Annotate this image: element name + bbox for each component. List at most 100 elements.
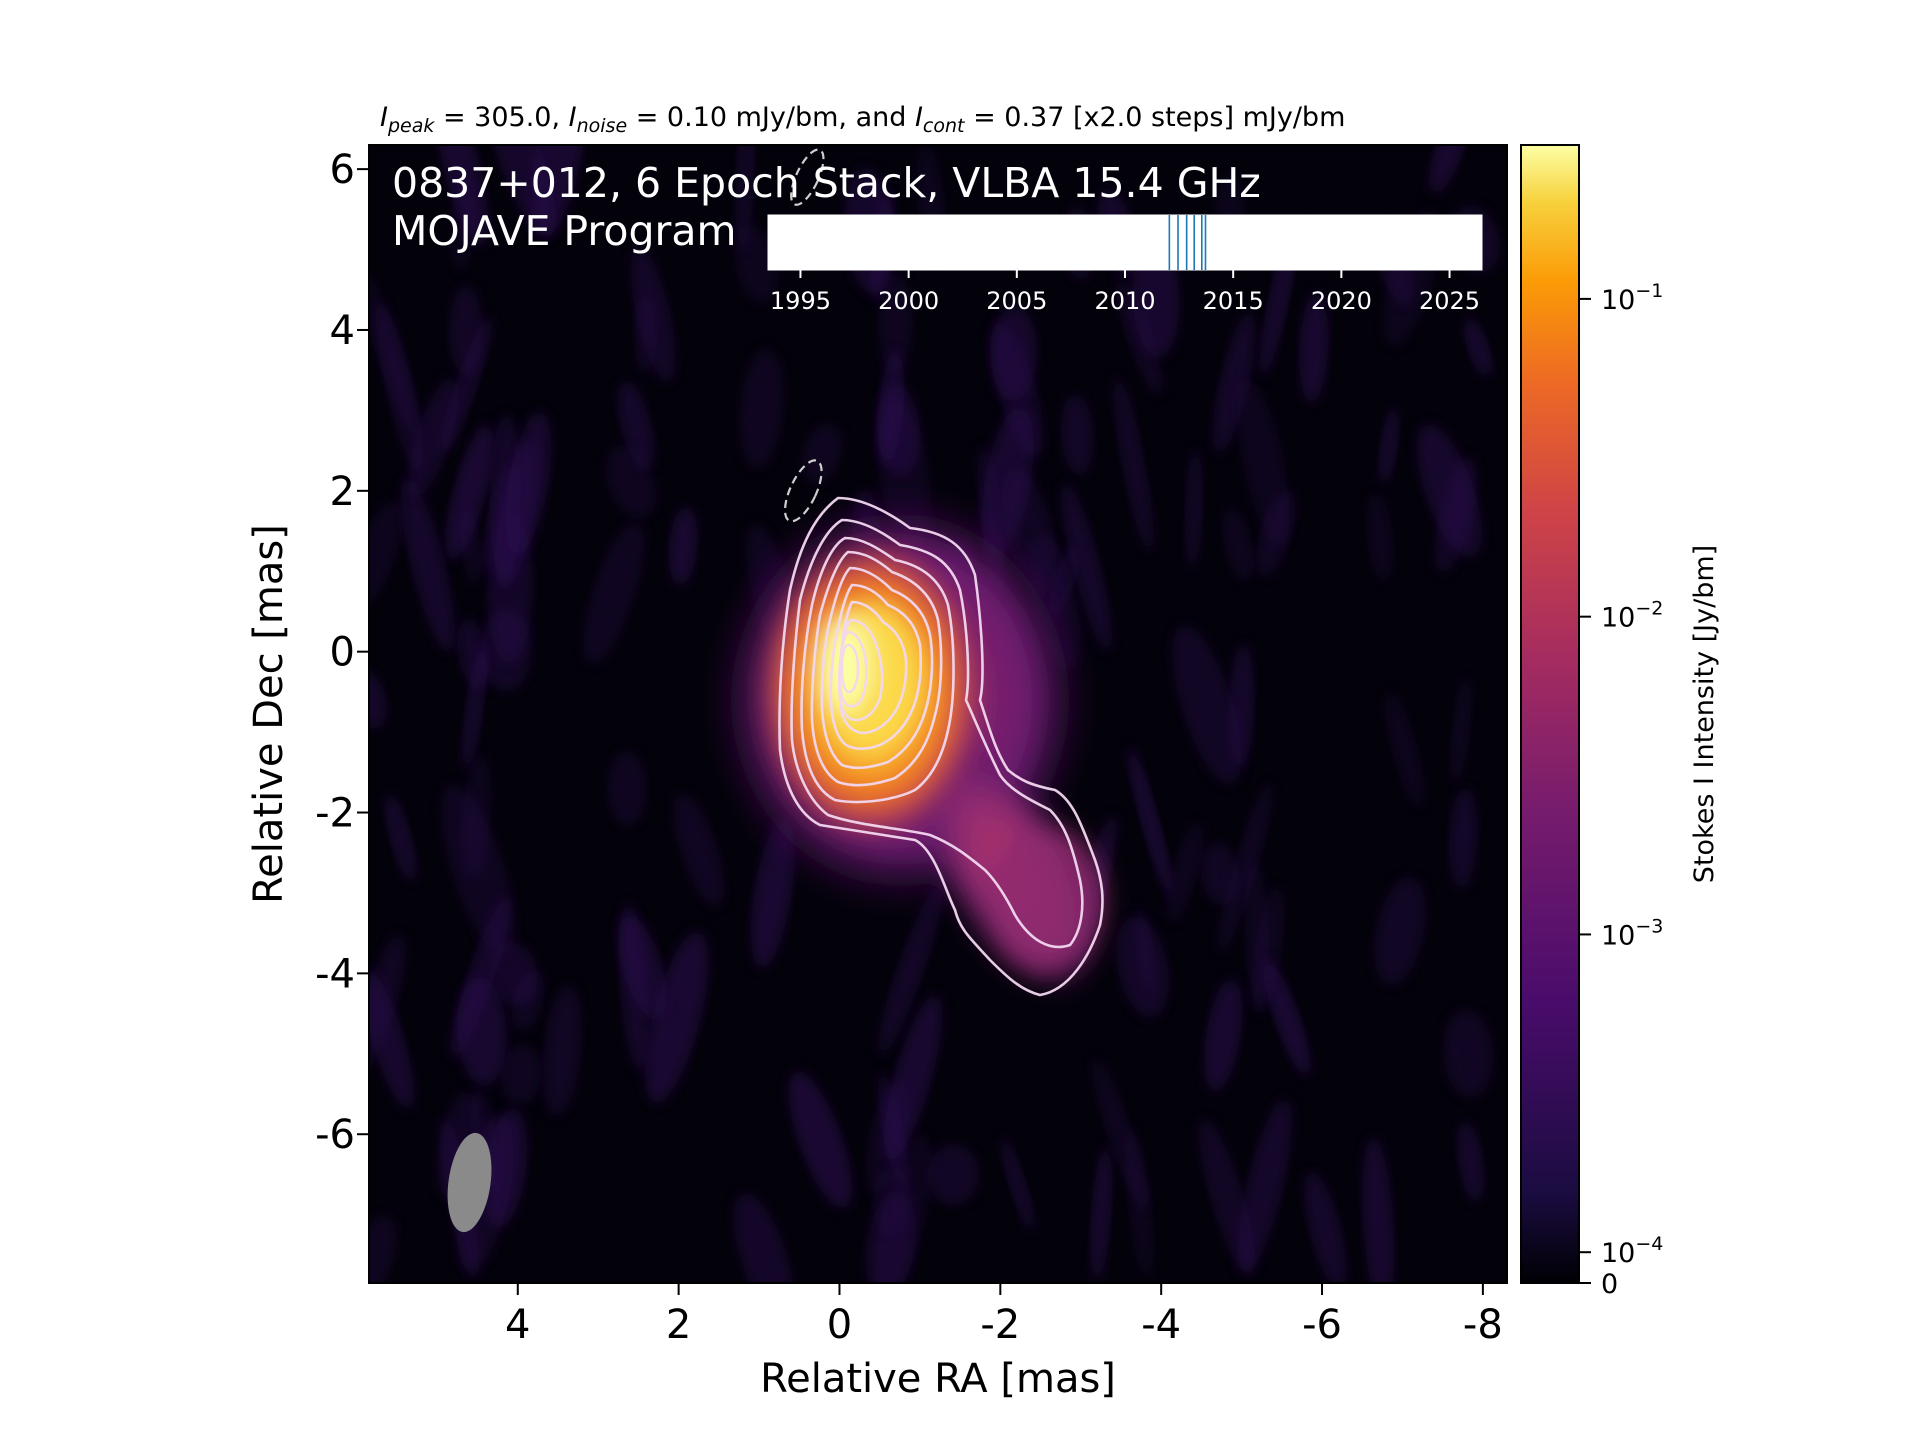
noise-blob: [1061, 482, 1112, 652]
figure-title: Ipeak = 305.0, Inoise = 0.10 mJy/bm, and…: [380, 102, 1345, 137]
noise-blob: [369, 970, 414, 1109]
x-tick-label: 2: [666, 1302, 691, 1348]
noise-blob: [1222, 507, 1254, 581]
colorbar-tick-label: 10−1: [1601, 280, 1663, 316]
noise-blob: [1185, 449, 1203, 569]
source-annotation-line-1: 0837+012, 6 Epoch Stack, VLBA 15.4 GHz: [392, 159, 1261, 207]
noise-blob: [1090, 1146, 1112, 1282]
y-axis-ticks: 6 4 2 0 -2 -4 -6: [315, 147, 369, 1158]
noise-blob: [669, 506, 698, 586]
colorbar-ticks: 10−1 10−2 10−3 10−40: [1579, 280, 1663, 1300]
negative-contour-2: [790, 148, 825, 206]
x-axis-ticks: 4 2 0 -2 -4 -6 -8: [505, 1283, 1503, 1348]
y-tick-label: -2: [315, 791, 355, 837]
timeline-tick-label: 2020: [1311, 287, 1372, 315]
noise-blob: [1443, 1010, 1494, 1098]
noise-blob: [1166, 822, 1204, 923]
y-tick-label: 4: [330, 308, 355, 354]
noise-blob: [607, 751, 647, 826]
x-tick-label: -4: [1141, 1302, 1181, 1348]
contour-level-9: [838, 630, 868, 708]
noise-blob: [1378, 407, 1399, 485]
noise-blob: [1238, 1098, 1292, 1274]
colorbar-tick-label: 0: [1601, 1269, 1618, 1300]
noise-blob: [739, 349, 784, 468]
noise-blob: [512, 970, 544, 1031]
timeline-tick-label: 2005: [986, 287, 1047, 315]
timeline-tick-label: 1995: [770, 287, 831, 315]
x-tick-label: -8: [1463, 1302, 1503, 1348]
noise-blob: [460, 507, 482, 585]
source-annotation-line-2: MOJAVE Program: [392, 207, 736, 255]
noise-blob: [990, 305, 1037, 401]
x-tick-label: -6: [1302, 1302, 1342, 1348]
noise-blob: [375, 301, 423, 473]
y-tick-label: 0: [330, 630, 355, 676]
noise-blob: [645, 931, 709, 1104]
noise-blob: [1116, 278, 1163, 396]
negative-contours: [783, 148, 825, 523]
noise-blob: [927, 1144, 979, 1206]
noise-blob: [1263, 961, 1311, 1076]
y-tick-label: 2: [330, 469, 355, 515]
epoch-markers: [1168, 215, 1207, 270]
noise-blob: [1374, 877, 1426, 986]
y-tick-label: -4: [315, 951, 355, 997]
image-panel: 4 2 0 -2 -4 -6 -8 6 4 2 0 -2 -4 -6: [315, 144, 1508, 1348]
noise-blob: [802, 423, 842, 483]
noise-blob: [1362, 1137, 1395, 1283]
noise-blob: [878, 274, 913, 372]
noise-blob: [1198, 1118, 1255, 1276]
noise-blob: [1113, 377, 1154, 553]
noise-blob: [462, 644, 487, 772]
contours: [778, 496, 1104, 997]
timeline-tick-label: 2015: [1203, 287, 1264, 315]
noise-blob: [1001, 1138, 1035, 1232]
noise-blob: [451, 174, 476, 271]
noise-blob: [1464, 317, 1493, 377]
contour-level-1: [778, 496, 1104, 997]
contour-level-2: [790, 518, 1084, 949]
noise-blob: [733, 1193, 794, 1283]
timeline-tick-label: 2010: [1094, 287, 1155, 315]
noise-blob: [1218, 783, 1273, 953]
plot-frame: [368, 144, 1508, 1284]
colorbar-tick-label: 10−2: [1601, 598, 1663, 634]
noise-blob: [617, 381, 655, 470]
contour-level-4: [810, 550, 943, 787]
noise-blob: [583, 522, 645, 664]
noise-blob: [401, 477, 455, 652]
epoch-timeline-inset: 1995 2000 2005 2010 2015 2020 2025: [767, 214, 1483, 315]
noise-blob: [878, 885, 943, 1055]
timeline-box: [767, 214, 1483, 271]
noise-blob: [1116, 916, 1169, 1018]
noise-blob: [1385, 692, 1424, 807]
noise-blob: [872, 1166, 913, 1236]
contour-level-6: [829, 583, 923, 751]
noise-blob: [1125, 1127, 1154, 1278]
x-tick-label: 0: [827, 1302, 852, 1348]
noise-blob: [1128, 747, 1173, 897]
noise-blob: [1213, 312, 1256, 454]
noise-blob: [788, 1071, 852, 1209]
noise-blob: [1299, 293, 1329, 403]
noise-blob: [1204, 979, 1243, 1092]
timeline-tick-label: 2000: [878, 287, 939, 315]
noise-blob: [1237, 379, 1290, 547]
noise-blob: [618, 915, 667, 1020]
noise-blob: [486, 145, 556, 238]
noise-blob: [1450, 677, 1472, 784]
noise-blob: [673, 793, 724, 907]
noise-blob: [878, 351, 905, 463]
noise-blob: [500, 1044, 542, 1105]
noise-blob: [1304, 1172, 1347, 1283]
noise-blob: [1244, 860, 1269, 1008]
colorbar-tick-label: 10−4: [1601, 1233, 1663, 1269]
contour-level-10: [840, 643, 860, 694]
noise-blob: [1061, 394, 1094, 475]
colorbar-tick-label: 10−3: [1601, 915, 1663, 951]
noise-blob: [631, 246, 676, 383]
noise-blob: [735, 145, 755, 251]
noise-blob: [505, 411, 552, 555]
